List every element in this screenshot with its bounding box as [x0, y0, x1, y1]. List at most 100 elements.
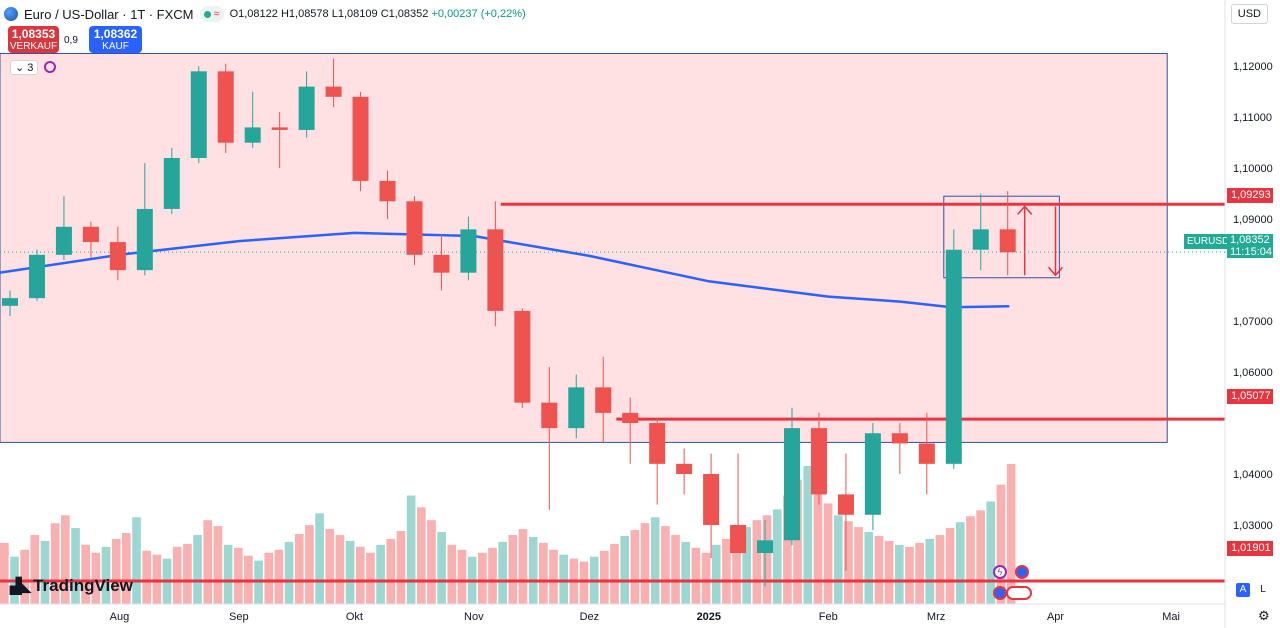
- volume-bar: [508, 534, 518, 604]
- candle-body: [244, 127, 261, 143]
- volume-bar: [539, 542, 548, 604]
- volume-bar: [142, 550, 152, 604]
- time-tick-label: Feb: [819, 611, 838, 623]
- price-tick-label: 1,09000: [1233, 214, 1273, 226]
- volume-bar: [61, 515, 70, 604]
- arrow-head: [1017, 205, 1033, 215]
- volume-bar: [600, 550, 609, 604]
- volume-bar: [1006, 464, 1016, 604]
- candle-body: [55, 226, 72, 255]
- volume-bar: [640, 523, 650, 604]
- volume-bar: [152, 554, 162, 604]
- volume-bar: [40, 540, 50, 604]
- globe-event-icon[interactable]: [1015, 565, 1029, 579]
- volume-bar: [71, 528, 80, 604]
- volume-bar: [213, 526, 223, 604]
- volume-bar: [305, 525, 314, 604]
- time-tick-label: 2025: [697, 611, 721, 623]
- candle-body: [352, 96, 369, 181]
- indicator-toggle[interactable]: ⌄ 3: [10, 59, 57, 75]
- brand-name: TradingView: [33, 576, 133, 595]
- volume-bar: [50, 523, 60, 604]
- volume-bar: [823, 503, 833, 604]
- refresh-icon[interactable]: [44, 61, 57, 73]
- time-tick-label: Mrz: [927, 611, 945, 623]
- volume-bar: [935, 534, 945, 604]
- market-status-indicator[interactable]: ≈: [199, 6, 224, 22]
- candle-body: [298, 86, 315, 130]
- volume-bar: [457, 549, 467, 604]
- indicators-collapsed-button[interactable]: ⌄ 3: [10, 59, 39, 75]
- sell-button[interactable]: 1,08353 VERKAUF: [8, 26, 59, 53]
- log-scale-button[interactable]: L: [1260, 584, 1266, 595]
- volume-bar: [193, 534, 202, 604]
- volume-bar: [345, 540, 355, 604]
- market-open-dot: [203, 10, 211, 18]
- candle-body: [433, 254, 450, 273]
- volume-bar: [0, 542, 9, 604]
- volume-bar: [874, 535, 884, 604]
- volume-bar: [844, 521, 853, 604]
- volume-bar: [864, 532, 874, 604]
- volume-bar: [294, 534, 304, 604]
- low-value: L1,08109: [331, 8, 378, 20]
- flash-event-icon[interactable]: ϟ: [993, 565, 1007, 579]
- volume-bar: [30, 534, 40, 604]
- candle-body: [271, 127, 288, 130]
- volume-bar: [427, 520, 436, 604]
- globe-event-icon[interactable]: [993, 586, 1007, 600]
- price-tick-label: 1,10000: [1233, 163, 1273, 175]
- level-label-high: 1,09293: [1227, 188, 1273, 203]
- candle-body: [810, 428, 827, 495]
- volume-bar: [335, 534, 345, 604]
- volume-bar: [559, 554, 569, 604]
- volume-bar: [183, 543, 192, 604]
- candle-body: [837, 494, 854, 515]
- open-value: O1,08122: [229, 8, 278, 20]
- candle-body: [136, 208, 153, 271]
- volume-bar: [518, 529, 528, 604]
- volume-bar: [671, 534, 680, 604]
- time-scale: Aug Sep Okt Nov Dez 2025 Feb Mrz Apr Mai: [110, 611, 1180, 623]
- volume-bar: [437, 532, 446, 604]
- volume-bar: [498, 541, 507, 604]
- volume-bar: [905, 546, 914, 604]
- tradingview-mark-icon: ▟◣: [10, 578, 31, 595]
- buy-button[interactable]: 1,08362 KAUF: [89, 26, 142, 53]
- volume-bar: [955, 522, 965, 604]
- sell-label: VERKAUF: [9, 41, 58, 52]
- tradingview-logo[interactable]: ▟◣ TradingView: [10, 576, 133, 596]
- volume-bar: [91, 552, 101, 604]
- price-tick-label: 1,07000: [1233, 316, 1273, 328]
- current-price: 1,08352: [1230, 234, 1270, 246]
- change-value: +0,00237 (+0,22%): [431, 8, 526, 20]
- volume-bar: [223, 544, 233, 604]
- volume-bar: [752, 520, 762, 604]
- volume-bar: [132, 517, 141, 604]
- currency-selector[interactable]: USD: [1230, 4, 1268, 24]
- volume-bar: [101, 546, 111, 604]
- spread-value: 0,9: [64, 35, 78, 46]
- candle-body: [730, 524, 747, 554]
- candle-body: [757, 540, 774, 554]
- ohlc-values: O1,08122 H1,08578 L1,08109 C1,08352 +0,0…: [230, 8, 526, 20]
- auto-scale-button[interactable]: A: [1236, 583, 1250, 597]
- volume-bar: [233, 547, 243, 604]
- volume-bar: [20, 549, 30, 604]
- volume-bar: [894, 544, 904, 604]
- symbol-title[interactable]: Euro / US-Dollar · 1T · FXCM: [24, 6, 194, 22]
- candle-body: [28, 254, 45, 299]
- candle-body: [487, 229, 504, 311]
- volume-bar: [762, 515, 772, 604]
- volume-bar: [488, 547, 497, 604]
- gear-icon[interactable]: ⚙: [1258, 608, 1270, 623]
- candle-body: [514, 310, 531, 403]
- volume-bar: [274, 549, 284, 604]
- candle-body: [163, 157, 180, 209]
- volume-bars: [0, 464, 1016, 604]
- volume-bar: [528, 536, 538, 604]
- volume-bar: [742, 527, 752, 604]
- candle-body: [595, 387, 612, 413]
- event-stack-icon[interactable]: [1006, 586, 1032, 600]
